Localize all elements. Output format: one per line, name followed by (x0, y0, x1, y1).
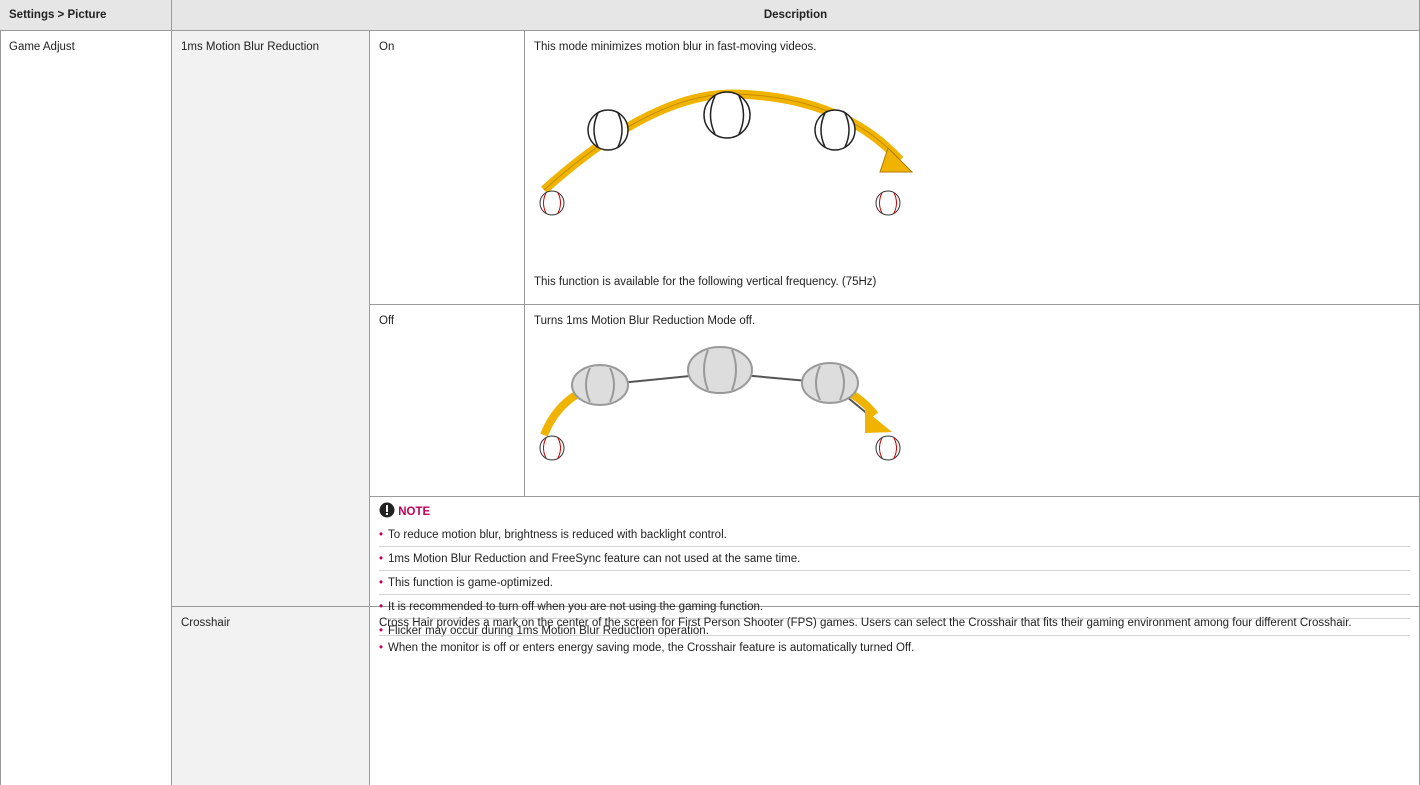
note-cell: NOTE • To reduce motion blur, brightness … (370, 497, 1420, 637)
crosshair-desc: Cross Hair provides a mark on the center… (370, 607, 1420, 785)
crosshair-text: Cross Hair provides a mark on the center… (379, 615, 1410, 636)
note-title: NOTE (398, 506, 431, 518)
option-cell: On (370, 31, 525, 305)
bullet-item: • 1ms Motion Blur Reduction and FreeSync … (379, 547, 1410, 571)
crosshair-list: • When the monitor is off or enters energ… (379, 636, 1410, 659)
arrowhead (865, 410, 892, 433)
menu-cell: Game Adjust (0, 31, 172, 785)
bullet-text: 1ms Motion Blur Reduction and FreeSync f… (388, 553, 801, 565)
bullet-item: • It is recommended to turn off when you … (379, 595, 1410, 619)
baseballs (587, 91, 856, 151)
option-desc: This mode minimizes motion blur in fast-… (525, 31, 1420, 305)
header-text: Description (763, 9, 828, 21)
note-header: NOTE (379, 500, 1410, 523)
menu-label: Game Adjust (9, 41, 75, 53)
bullet-text: It is recommended to turn off when you a… (388, 601, 764, 613)
bullet-text: Flicker may occur during 1ms Motion Blur… (388, 625, 709, 637)
header-cell: Settings > Picture (0, 0, 172, 31)
bullet-text: When the monitor is off or enters energy… (388, 642, 915, 654)
bullet-mark: • (379, 529, 384, 541)
option-label: Off (379, 315, 395, 327)
item-cell: Crosshair (172, 607, 370, 785)
left-border (0, 0, 1, 785)
note-list: • To reduce motion blur, brightness is re… (379, 523, 1410, 642)
arrowhead (879, 147, 914, 173)
small-baseballs (539, 435, 901, 461)
item-label: Crosshair (181, 617, 231, 629)
blurred-baseballs (571, 346, 859, 406)
illustration-on (539, 89, 914, 216)
item-cell: 1ms Motion Blur Reduction (172, 31, 370, 607)
small-baseballs (539, 190, 901, 216)
bullet-mark: • (379, 625, 384, 637)
bullet-item: • Flicker may occur during 1ms Motion Blu… (379, 619, 1410, 642)
bullet-text: This function is game-optimized. (388, 577, 553, 589)
bullet-mark: • (379, 553, 384, 565)
option-label: On (379, 41, 395, 53)
bullet-mark: • (379, 601, 384, 613)
option-text: This mode minimizes motion blur in fast-… (534, 41, 817, 53)
bullet-item: • This function is game-optimized. (379, 571, 1410, 595)
bullet-mark: • (379, 577, 384, 589)
option-footnote: This function is available for the follo… (534, 276, 877, 288)
option-text: Turns 1ms Motion Blur Reduction Mode off… (534, 315, 756, 327)
bullet-mark: • (379, 642, 384, 654)
bullet-item: • When the monitor is off or enters energ… (379, 636, 1410, 659)
note-icon (379, 502, 395, 518)
header-text: Settings > Picture (9, 9, 107, 21)
item-label: 1ms Motion Blur Reduction (181, 41, 320, 53)
header-cell: Description (172, 0, 1420, 31)
bullet-item: • To reduce motion blur, brightness is re… (379, 523, 1410, 547)
option-cell: Off (370, 305, 525, 497)
bullet-text: To reduce motion blur, brightness is red… (388, 529, 727, 541)
illustration-off (539, 346, 901, 461)
